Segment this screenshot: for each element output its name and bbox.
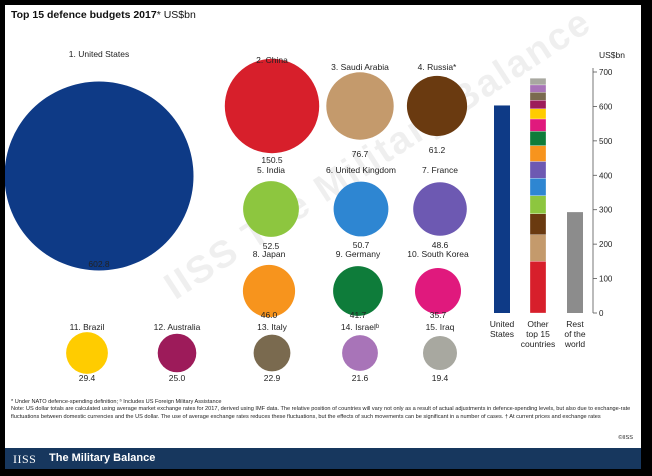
bubble-value-8-japan: 46.0	[261, 310, 278, 320]
bubble-13-italy	[253, 334, 291, 372]
bar-rest-of-world	[567, 212, 583, 313]
stack-segment-15-iraq	[529, 78, 547, 86]
bubble-label-6-united-kingdom: 6. United Kingdom	[326, 165, 396, 175]
bubble-2-china	[224, 58, 320, 154]
bubble-value-1-united-states: 602.8	[88, 259, 110, 269]
y-tick-label: 500	[599, 137, 613, 146]
bubble-label-2-china: 2. China	[256, 55, 288, 65]
stack-segment-10-south-korea	[529, 118, 547, 132]
bubble-value-9-germany: 41.7	[350, 310, 367, 320]
bubble-value-14-israel: 21.6	[352, 373, 369, 383]
stack-segment-8-japan	[529, 145, 547, 162]
stack-segment-3-saudi-arabia	[529, 234, 547, 262]
footer-bar: IISS The Military Balance	[5, 448, 641, 469]
bubble-label-10-south-korea: 10. South Korea	[407, 249, 469, 259]
bubble-11-brazil	[66, 332, 108, 374]
stack-segment-4-russia	[529, 213, 547, 235]
bubble-1-united-states	[5, 81, 194, 271]
bubble-label-5-india: 5. India	[257, 165, 285, 175]
stack-segment-6-united-kingdom	[529, 178, 547, 196]
stack-segment-14-israel	[529, 84, 547, 93]
publication-name: The Military Balance	[49, 452, 156, 464]
bubble-label-12-australia: 12. Australia	[154, 322, 201, 332]
stack-segment-11-brazil	[529, 108, 547, 120]
bubble-value-7-france: 48.6	[432, 240, 449, 250]
bubble-label-3-saudi-arabia: 3. Saudi Arabia	[331, 62, 389, 72]
chart-title-bold: Top 15 defence budgets 2017	[11, 9, 157, 21]
bubble-4-russia	[406, 75, 468, 137]
bubble-value-2-china: 150.5	[261, 155, 283, 165]
bar-category-label: world	[564, 339, 586, 349]
bubble-6-united-kingdom	[333, 181, 389, 237]
bubble-value-5-india: 52.5	[263, 241, 280, 251]
bubble-label-1-united-states: 1. United States	[69, 49, 129, 59]
bubble-15-iraq	[423, 336, 457, 370]
bubble-14-israel	[342, 335, 378, 371]
stack-segment-2-china	[529, 261, 547, 314]
bubble-value-11-brazil: 29.4	[79, 373, 96, 383]
y-tick-label: 700	[599, 68, 613, 77]
bubble-7-france	[413, 182, 467, 236]
stack-segment-9-germany	[529, 131, 547, 146]
chart-title: Top 15 defence budgets 2017* US$bn	[11, 9, 196, 21]
bubble-12-australia	[157, 333, 197, 373]
bubble-value-15-iraq: 19.4	[432, 373, 449, 383]
bar-category-label: Rest	[566, 319, 584, 329]
bubble-label-4-russia: 4. Russia*	[418, 62, 457, 72]
bubble-value-13-italy: 22.9	[264, 373, 281, 383]
chart-title-unit: * US$bn	[156, 9, 196, 21]
chart-panel: IISS The Military Balance Top 15 defence…	[5, 5, 641, 469]
footnote-methodology: Note: US dollar totals are calculated us…	[11, 406, 631, 420]
stack-segment-7-france	[529, 161, 547, 179]
bubble-8-japan	[242, 264, 296, 318]
bar-category-label: United	[490, 319, 515, 329]
bubble-value-6-united-kingdom: 50.7	[353, 240, 370, 250]
y-tick-label: 100	[599, 275, 613, 284]
bubble-5-india	[243, 181, 299, 237]
bubble-label-7-france: 7. France	[422, 165, 458, 175]
bubble-9-germany	[333, 266, 383, 316]
bar-category-label: States	[490, 329, 514, 339]
stack-segment-13-italy	[529, 92, 547, 101]
footnote-definitions: * Under NATO defence-spending definition…	[11, 399, 222, 405]
stack-segment-5-india	[529, 195, 547, 214]
bubble-label-11-brazil: 11. Brazil	[70, 322, 105, 332]
iiss-logo: IISS	[13, 452, 37, 466]
stack-segment-12-australia	[529, 100, 547, 109]
bubble-label-14-israel: 14. Israelᵇ	[341, 322, 379, 332]
y-tick-label: 400	[599, 171, 613, 180]
y-tick-label: 200	[599, 240, 613, 249]
copyright: ©IISS	[618, 435, 633, 441]
bar-category-label: Other	[527, 319, 548, 329]
bar-united-states	[494, 105, 510, 313]
y-axis-unit: US$bn	[599, 50, 625, 60]
bubble-3-saudi-arabia	[326, 72, 394, 140]
y-tick-label: 300	[599, 206, 613, 215]
chart-svg: 1. United States 602.8 2. China 150.5 3. Sau…	[5, 49, 625, 383]
bubble-label-13-italy: 13. Italy	[257, 322, 288, 332]
bubble-label-9-germany: 9. Germany	[336, 249, 381, 259]
bubble-value-4-russia: 61.2	[429, 145, 446, 155]
y-tick-label: 0	[599, 309, 604, 318]
bubble-label-8-japan: 8. Japan	[253, 249, 286, 259]
bubble-value-10-south-korea: 35.7	[430, 310, 447, 320]
bubble-label-15-iraq: 15. Iraq	[426, 322, 455, 332]
bubble-value-12-australia: 25.0	[169, 373, 186, 383]
bubble-10-south-korea	[415, 268, 461, 314]
y-tick-label: 600	[599, 102, 613, 111]
bar-category-label: top 15	[526, 329, 550, 339]
chart-notes: * Under NATO defence-spending definition…	[11, 399, 631, 421]
bar-category-label: of the	[564, 329, 586, 339]
bubble-value-3-saudi-arabia: 76.7	[352, 149, 369, 159]
bar-category-label: countries	[521, 339, 556, 349]
